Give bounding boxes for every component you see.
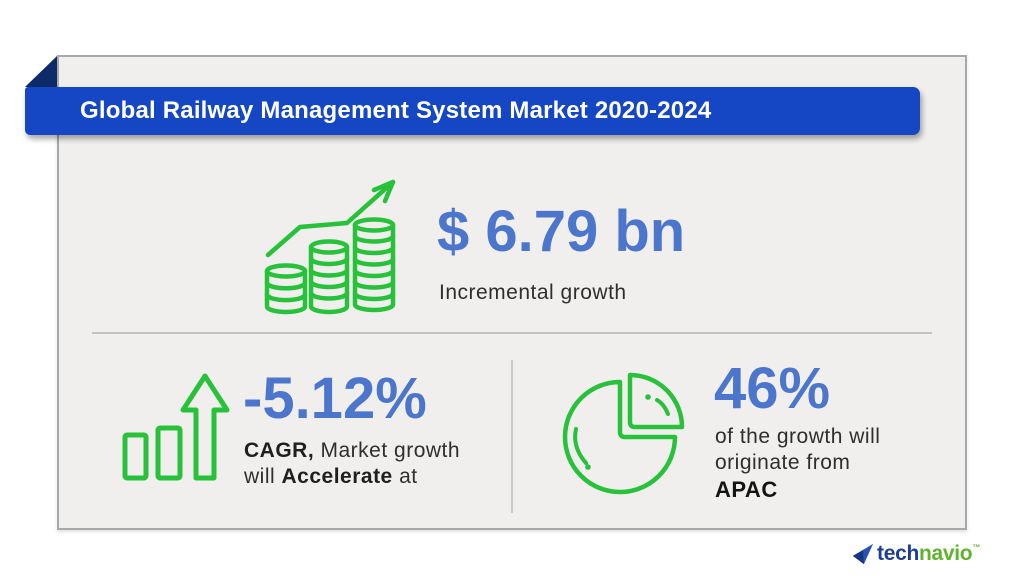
coins-growth-icon: [252, 176, 402, 321]
logo-text-tech: tech: [877, 542, 919, 565]
logo-text-navio: navio: [918, 542, 973, 565]
vertical-divider: [511, 360, 513, 513]
incremental-value: $ 6.79 bn: [437, 199, 686, 264]
technavio-logo: technavio™: [852, 541, 980, 567]
cagr-value: -5.12%: [243, 366, 427, 431]
logo-trademark: ™: [972, 543, 981, 552]
apac-value: 46%: [714, 356, 831, 421]
horizontal-divider: [92, 332, 932, 334]
apac-caption-line2: originate from: [715, 450, 851, 474]
ribbon-fold: [25, 56, 57, 87]
page-title: Global Railway Management System Market …: [80, 97, 712, 124]
accelerate-label: Accelerate: [281, 464, 393, 488]
bar-growth-icon: [118, 372, 230, 487]
technavio-arrow-icon: [852, 543, 874, 565]
apac-caption: of the growth will originate from APAC: [715, 424, 880, 503]
pie-chart-icon: [560, 372, 685, 502]
logo-text: technavio™: [877, 543, 980, 565]
incremental-label: Incremental growth: [439, 281, 627, 304]
title-banner: Global Railway Management System Market …: [25, 87, 920, 135]
cagr-caption: CAGR, Market growth will Accelerate at: [244, 438, 460, 489]
cagr-label: CAGR,: [244, 439, 315, 462]
region-name: APAC: [715, 477, 778, 502]
cagr-caption-line1: CAGR, Market growth: [244, 439, 461, 462]
cagr-caption-line2: will Accelerate at: [244, 464, 418, 488]
apac-caption-line1: of the growth will: [715, 425, 881, 448]
